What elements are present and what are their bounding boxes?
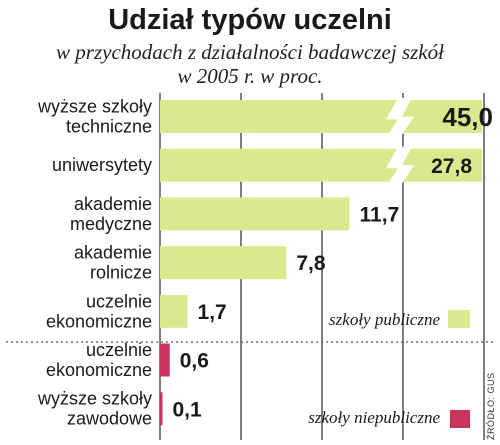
category-label: rolnicze [90,263,152,283]
value-label: 45,0 [442,102,493,132]
category-label: uczelnie [86,340,152,360]
legend-label-public: szkoły publiczne [329,310,440,329]
category-label: ekonomiczne [46,360,152,380]
legend: szkoły publiczne szkoły niepubliczne [308,310,470,428]
chart-subtitle-line-2: w 2005 r. w proc. [177,64,323,88]
legend-swatch-public [448,310,470,328]
bar [160,246,287,280]
category-label: techniczne [66,117,152,137]
bar [160,343,170,377]
bars [160,98,482,426]
source-note: ŹRÓDŁO: GUS [486,372,496,440]
value-label: 27,8 [431,155,472,178]
bar [160,294,188,328]
chart-subtitle-line-1: w przychodach z działalności badawczej s… [56,40,444,64]
category-label: medyczne [70,214,152,234]
bar [160,100,482,133]
value-label: 11,7 [360,203,400,226]
axis-break-mark [386,146,414,184]
category-label: uniwersytety [52,155,152,175]
axis-break-mark [386,98,414,135]
bar [160,148,482,182]
value-label: 0,6 [180,350,209,373]
category-label: uczelnie [86,291,152,311]
value-label: 0,1 [173,398,203,421]
category-label: wyższe szkoły [37,389,152,409]
bar [160,197,350,231]
legend-label-private: szkoły niepubliczne [308,408,440,427]
chart-title: Udział typów uczelni [108,4,392,36]
value-label: 7,8 [296,252,326,275]
category-label: akademie [74,243,152,263]
value-label: 1,7 [198,301,227,324]
category-label: ekonomiczne [46,311,152,331]
category-label: zawodowe [67,409,152,429]
category-label: akademie [74,194,152,214]
legend-swatch-private [450,410,470,428]
category-label: wyższe szkoły [37,97,152,117]
bar [160,392,163,426]
